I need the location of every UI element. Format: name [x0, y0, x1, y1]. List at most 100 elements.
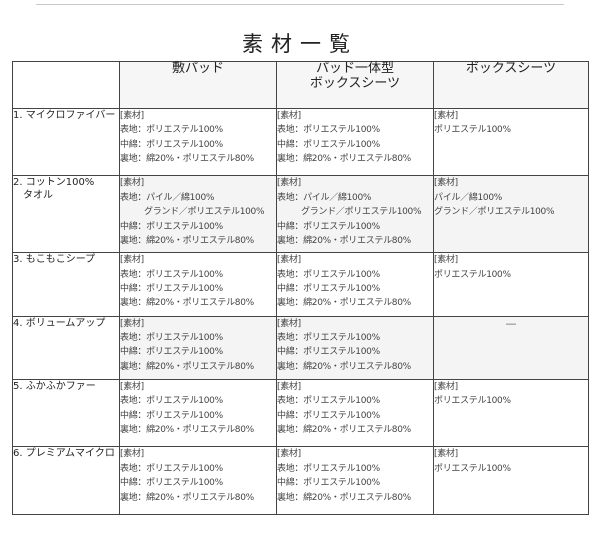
material-cell: [素材] ポリエステル100%	[433, 378, 589, 448]
column-header-pad: 敷パッド	[119, 61, 277, 109]
material-cell: [素材] 表地：ポリエステル100% 中綿：ポリエステル100% 裏地：綿20%・ポリ…	[119, 107, 277, 177]
material-line: [素材]	[120, 178, 144, 189]
row-label-line: 3. もこもこシープ	[13, 254, 96, 266]
material-line: 表地：ポリエステル100%	[120, 463, 223, 474]
material-line: 表地：ポリエステル100%	[277, 463, 380, 474]
column-header-pad-box-sheet: パッド一体型 ボックスシーツ	[276, 61, 434, 109]
material-line: [素材]	[120, 381, 144, 392]
material-line: 中綿：ポリエステル100%	[277, 283, 380, 294]
material-line: 表地：ポリエステル100%	[120, 125, 223, 136]
material-line: [素材]	[277, 318, 301, 329]
material-line: ポリエステル100%	[434, 269, 511, 280]
material-line: 中綿：ポリエステル100%	[120, 347, 223, 358]
material-line: 中綿：ポリエステル100%	[120, 410, 223, 421]
table-row: 6. プレミアムマイクロ [素材] 表地：ポリエステル100% 中綿：ポリエステル10…	[12, 446, 589, 515]
material-line: 裏地：綿20%・ポリエステル80%	[120, 154, 254, 165]
column-header-line: 敷パッド	[171, 61, 224, 76]
column-header-line: パッド一体型	[315, 61, 394, 76]
row-label: 2. コットン100% タオル	[12, 175, 120, 254]
material-cell: [素材] 表地：ポリエステル100% 中綿：ポリエステル100% 裏地：綿20%・ポリ…	[276, 107, 434, 177]
empty-cell: —	[433, 315, 589, 380]
column-header-line: ボックスシーツ	[465, 61, 557, 76]
material-line: 中綿：ポリエステル100%	[120, 478, 223, 489]
material-line: ポリエステル100%	[434, 396, 511, 407]
material-cell: [素材] 表地：ポリエステル100% 中綿：ポリエステル100% 裏地：綿20%・ポリ…	[276, 315, 434, 380]
material-line: [素材]	[434, 381, 458, 392]
material-line: ポリエステル100%	[434, 463, 511, 474]
table-row: 1. マイクロファイバー [素材] 表地：ポリエステル100% 中綿：ポリエステル10…	[12, 107, 589, 177]
material-cell: [素材] 表地：ポリエステル100% 中綿：ポリエステル100% 裏地：綿20%・ポリ…	[119, 378, 277, 448]
table-body: 1. マイクロファイバー [素材] 表地：ポリエステル100% 中綿：ポリエステル10…	[12, 107, 589, 515]
row-label: 1. マイクロファイバー	[12, 107, 120, 177]
material-line: パイル／綿100%	[434, 192, 503, 203]
material-line: 裏地：綿20%・ポリエステル80%	[277, 425, 411, 436]
table-row: 4. ボリュームアップ [素材] 表地：ポリエステル100% 中綿：ポリエステル100…	[12, 315, 589, 380]
material-line: 中綿：ポリエステル100%	[277, 410, 380, 421]
material-line: 表地：ポリエステル100%	[277, 269, 380, 280]
material-line: [素材]	[120, 111, 144, 121]
row-label-line: 4. ボリュームアップ	[13, 317, 106, 329]
material-line: 裏地：綿20%・ポリエステル80%	[120, 361, 254, 372]
row-label-line: 6. プレミアムマイクロ	[13, 448, 115, 460]
table-row: 2. コットン100% タオル [素材] 表地：パイル／綿100% グランド／ポリエス…	[12, 175, 589, 254]
material-line: 表地：ポリエステル100%	[277, 332, 380, 343]
material-line: [素材]	[277, 111, 301, 121]
material-line: [素材]	[434, 255, 458, 266]
material-line: [素材]	[434, 178, 458, 189]
material-cell: [素材] 表地：ポリエステル100% 中綿：ポリエステル100% 裏地：綿20%・ポリ…	[276, 446, 434, 515]
column-header-box-sheet: ボックスシーツ	[433, 61, 589, 109]
material-line: ポリエステル100%	[434, 125, 511, 136]
material-line: 表地：パイル／綿100%	[277, 192, 372, 203]
material-line: 表地：ポリエステル100%	[120, 332, 223, 343]
material-cell: [素材] 表地：ポリエステル100% 中綿：ポリエステル100% 裏地：綿20%・ポリ…	[119, 446, 277, 515]
material-line: [素材]	[277, 178, 301, 189]
material-line: [素材]	[434, 111, 458, 121]
material-line: [素材]	[434, 449, 458, 460]
material-line: 裏地：綿20%・ポリエステル80%	[277, 236, 411, 247]
table-row: 3. もこもこシープ [素材] 表地：ポリエステル100% 中綿：ポリエステル100%…	[12, 252, 589, 317]
material-line: 中綿：ポリエステル100%	[277, 221, 380, 232]
material-line: グランド／ポリエステル100%	[434, 207, 555, 218]
material-line: [素材]	[277, 449, 301, 460]
material-line: 裏地：綿20%・ポリエステル80%	[277, 154, 411, 165]
material-line: 表地：ポリエステル100%	[277, 396, 380, 407]
material-line: 中綿：ポリエステル100%	[120, 139, 223, 150]
top-divider	[36, 4, 564, 5]
material-cell: [素材] ポリエステル100%	[433, 107, 589, 177]
row-label-line: 2. コットン100%	[13, 177, 95, 189]
material-line: [素材]	[277, 255, 301, 266]
material-cell: [素材] ポリエステル100%	[433, 446, 589, 515]
material-cell: [素材] ポリエステル100%	[433, 252, 589, 317]
table-row: 5. ふかふかファー [素材] 表地：ポリエステル100% 中綿：ポリエステル100%…	[12, 378, 589, 448]
material-line: 表地：ポリエステル100%	[277, 125, 380, 136]
material-cell: [素材] 表地：ポリエステル100% 中綿：ポリエステル100% 裏地：綿20%・ポリ…	[276, 252, 434, 317]
row-label: 3. もこもこシープ	[12, 252, 120, 317]
row-label-line: タオル	[13, 190, 53, 202]
material-line: 裏地：綿20%・ポリエステル80%	[120, 236, 254, 247]
page-title: 素材一覧	[242, 32, 358, 56]
material-line: [素材]	[277, 381, 301, 392]
material-line: 中綿：ポリエステル100%	[277, 347, 380, 358]
material-line: 表地：ポリエステル100%	[120, 269, 223, 280]
material-cell: [素材] 表地：ポリエステル100% 中綿：ポリエステル100% 裏地：綿20%・ポリ…	[276, 378, 434, 448]
material-line: 裏地：綿20%・ポリエステル80%	[277, 298, 411, 309]
material-line: 裏地：綿20%・ポリエステル80%	[120, 425, 254, 436]
material-line: [素材]	[120, 255, 144, 266]
material-line: [素材]	[120, 318, 144, 329]
material-cell: [素材] パイル／綿100% グランド／ポリエステル100%	[433, 175, 589, 254]
material-line: [素材]	[120, 449, 144, 460]
row-label-line: 5. ふかふかファー	[13, 380, 96, 392]
material-line: 中綿：ポリエステル100%	[120, 283, 223, 294]
material-cell: [素材] 表地：パイル／綿100% グランド／ポリエステル100% 中綿：ポリエステル…	[119, 175, 277, 254]
material-line: 裏地：綿20%・ポリエステル80%	[277, 492, 411, 503]
materials-table: 敷パッド パッド一体型 ボックスシーツ ボックスシーツ 1. マイクロファイバー[…	[12, 61, 589, 515]
material-line: 裏地：綿20%・ポリエステル80%	[120, 298, 254, 309]
material-line: 表地：パイル／綿100%	[120, 192, 215, 203]
material-cell: [素材] 表地：ポリエステル100% 中綿：ポリエステル100% 裏地：綿20%・ポリ…	[119, 315, 277, 380]
row-label: 4. ボリュームアップ	[12, 315, 120, 380]
material-line: 中綿：ポリエステル100%	[277, 139, 380, 150]
material-line: 裏地：綿20%・ポリエステル80%	[277, 361, 411, 372]
material-cell: [素材] 表地：パイル／綿100% グランド／ポリエステル100% 中綿：ポリエステル…	[276, 175, 434, 254]
row-label: 5. ふかふかファー	[12, 378, 120, 448]
material-line: 中綿：ポリエステル100%	[120, 221, 223, 232]
